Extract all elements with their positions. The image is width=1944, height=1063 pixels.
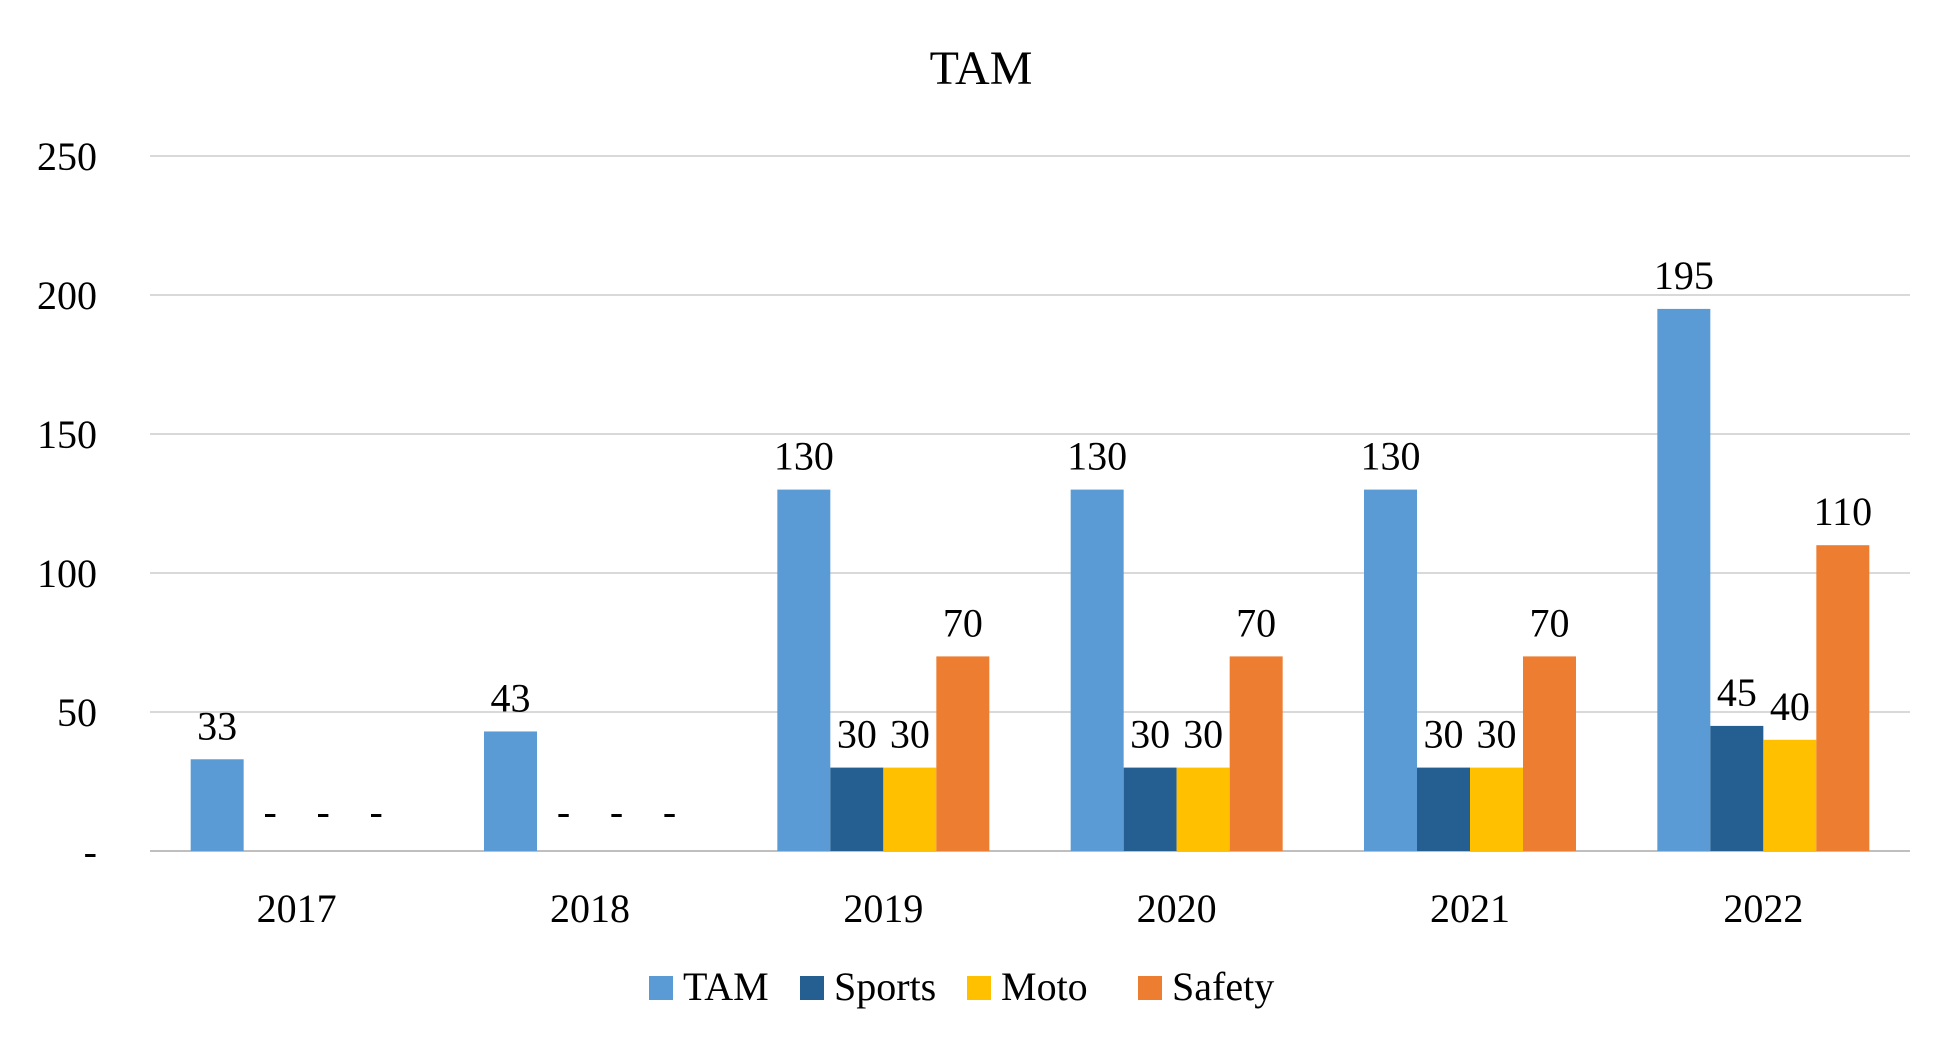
- legend-label-moto: Moto: [1001, 964, 1088, 1009]
- x-tick-label: 2019: [843, 886, 923, 931]
- chart-title: TAM: [930, 42, 1033, 95]
- data-label: 110: [1814, 489, 1873, 534]
- data-label-zero: -: [370, 789, 383, 834]
- data-label: 70: [943, 600, 983, 645]
- x-tick-label: 2017: [257, 886, 337, 931]
- bar-safety-2020: [1229, 656, 1283, 851]
- bar-moto-2021: [1470, 767, 1523, 851]
- y-tick-label: -: [84, 829, 97, 874]
- data-label: 130: [1361, 434, 1421, 479]
- data-label: 30: [1183, 712, 1223, 757]
- legend: TAM Sports Moto Safety: [649, 964, 1274, 1009]
- x-tick-label: 2022: [1723, 886, 1803, 931]
- data-label: 43: [491, 675, 531, 720]
- bar-tam-2021: [1364, 489, 1417, 851]
- x-tick-label: 2021: [1430, 886, 1510, 931]
- bar-safety-2021: [1523, 656, 1576, 851]
- legend-label-safety: Safety: [1172, 964, 1274, 1009]
- legend-swatch-tam: [649, 976, 673, 1000]
- bar-sports-2019: [830, 767, 884, 851]
- bar-moto-2019: [883, 767, 937, 851]
- bar-tam-2018: [484, 731, 537, 851]
- bar-tam-2022: [1657, 308, 1711, 851]
- y-tick-label: 150: [37, 412, 97, 457]
- data-label-zero: -: [264, 789, 277, 834]
- legend-swatch-sports: [800, 976, 824, 1000]
- data-label: 30: [1424, 712, 1464, 757]
- bar-safety-2022: [1816, 545, 1870, 851]
- data-label: 130: [774, 434, 834, 479]
- bar-sports-2021: [1417, 767, 1470, 851]
- bar-tam-2019: [777, 489, 831, 851]
- data-label: 130: [1067, 434, 1127, 479]
- bar-safety-2019: [936, 656, 990, 851]
- y-tick-label: 50: [57, 690, 97, 735]
- data-label: 70: [1236, 600, 1276, 645]
- x-axis-ticks: 2017 2018 2019 2020 2021 2022: [257, 886, 1804, 931]
- bar-sports-2020: [1123, 767, 1177, 851]
- data-label-zero: -: [610, 789, 623, 834]
- x-tick-label: 2020: [1137, 886, 1217, 931]
- y-tick-label: 200: [37, 273, 97, 318]
- y-tick-label: 250: [37, 134, 97, 179]
- data-label: 40: [1770, 684, 1810, 729]
- x-tick-label: 2018: [550, 886, 630, 931]
- data-label: 30: [837, 712, 877, 757]
- y-axis-ticks: - 50 100 150 200 250: [37, 134, 97, 874]
- data-label: 33: [197, 703, 237, 748]
- bar-sports-2022: [1710, 725, 1764, 851]
- bar-tam-2020: [1070, 489, 1124, 851]
- data-label: 195: [1654, 253, 1714, 298]
- y-tick-label: 100: [37, 551, 97, 596]
- bars: [190, 308, 1870, 851]
- legend-swatch-safety: [1138, 976, 1162, 1000]
- data-label: 30: [1130, 712, 1170, 757]
- legend-swatch-moto: [967, 976, 991, 1000]
- data-label: 45: [1717, 670, 1757, 715]
- legend-label-tam: TAM: [683, 964, 769, 1009]
- bar-moto-2020: [1176, 767, 1230, 851]
- gridlines: [150, 155, 1910, 852]
- data-label-zero: -: [663, 789, 676, 834]
- bar-moto-2022: [1763, 739, 1817, 851]
- bar-tam-2017: [190, 759, 244, 851]
- data-label: 30: [1477, 712, 1517, 757]
- data-label-zero: -: [317, 789, 330, 834]
- data-label: 70: [1530, 600, 1570, 645]
- data-label: 30: [890, 712, 930, 757]
- data-label-zero: -: [557, 789, 570, 834]
- legend-label-sports: Sports: [834, 964, 936, 1009]
